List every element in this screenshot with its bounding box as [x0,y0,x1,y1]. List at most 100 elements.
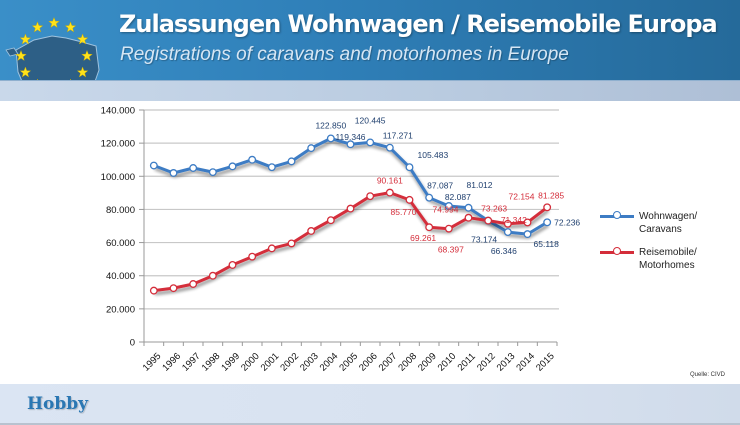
legend-label-caravans-1: Wohnwagen/ [639,211,698,222]
data-point-motorhomes [208,271,217,280]
x-tick-label: 2008 [396,351,419,374]
brand-logo: Hobby [27,394,89,414]
data-point-caravans [385,143,394,152]
legend-item-motorhomes: Reisemobile/ Motorhomes [600,246,697,272]
data-point-motorhomes [366,192,375,201]
x-tick-label: 1995 [141,351,164,374]
data-label-caravans: 120.445 [355,115,386,125]
data-point-motorhomes [405,195,414,204]
data-label-motorhomes: 69.261 [410,233,436,243]
data-point-caravans [444,202,453,210]
y-tick-label: 60.000 [106,238,135,249]
y-tick-label: 20.000 [106,304,135,315]
data-label-caravans: 87.087 [427,181,453,191]
x-tick-label: 1998 [200,351,223,374]
data-point-caravans [464,203,473,212]
page-subtitle: Registrations of caravans and motorhomes… [120,44,569,65]
header-band [0,80,740,101]
legend-item-caravans: Wohnwagen/ Caravans [600,210,697,236]
star-icon [76,66,89,78]
footer-bar: Hobby [0,384,740,425]
data-point-motorhomes [307,227,316,235]
data-point-caravans [366,138,375,147]
data-point-motorhomes [189,280,198,288]
data-label-caravans: 66.346 [491,246,517,256]
y-tick-label: 120.000 [101,139,135,150]
data-point-caravans [405,163,414,172]
data-point-caravans [189,164,198,172]
line-chart: 0 20.000 40.000 60.000 80.000 100.000 120.000 1… [101,106,581,374]
x-tick-label: 2014 [514,351,537,374]
star-icon [64,21,77,33]
star-icon [81,49,93,61]
data-label-caravans: 82.087 [445,192,471,202]
star-icon [19,66,32,78]
data-point-caravans [228,162,237,171]
data-point-caravans [149,161,158,170]
x-tick-label: 2005 [337,351,360,374]
y-tick-label: 80.000 [106,205,135,216]
data-point-motorhomes [425,223,434,232]
x-tick-label: 1996 [160,351,183,374]
data-point-caravans [248,155,257,164]
x-tick-label: 2013 [495,351,518,374]
data-point-caravans [346,140,355,149]
data-label-motorhomes: 73.263 [481,204,507,214]
page-title: Zulassungen Wohnwagen / Reisemobile Euro… [119,10,718,38]
data-label-caravans: 105.483 [418,150,449,160]
x-tick-label: 2010 [436,351,459,374]
y-tick-label: 140.000 [101,106,135,117]
data-label-motorhomes: 71.342 [501,215,527,225]
data-point-motorhomes [523,218,532,227]
star-icon [19,33,32,45]
data-label-caravans: 72.236 [554,217,580,227]
data-point-caravans [543,218,552,227]
x-tick-label: 1997 [180,351,203,374]
data-point-motorhomes [228,260,237,269]
legend-label-caravans-2: Caravans [639,224,682,235]
legend-label-motorhomes-1: Reisemobile/ [639,247,697,258]
x-tick-label: 2000 [239,351,262,374]
data-point-motorhomes [248,252,257,261]
data-label-motorhomes: 85.770 [391,207,417,217]
source-note: Quelle: CIVD [689,372,725,378]
data-point-motorhomes [169,284,178,293]
data-point-caravans [267,163,276,172]
header-banner: Zulassungen Wohnwagen / Reisemobile Euro… [0,0,740,95]
star-icon [15,49,27,61]
data-label-motorhomes: 90.161 [377,176,403,186]
data-point-motorhomes [346,204,355,213]
data-point-motorhomes [326,216,335,225]
data-label-motorhomes: 74.994 [433,205,459,215]
data-label-caravans: 122.850 [315,120,346,130]
data-point-caravans [326,134,335,143]
star-icon [31,21,44,33]
data-point-caravans [287,157,296,166]
data-point-motorhomes [543,203,552,212]
data-label-caravans: 81.012 [467,180,493,190]
data-label-motorhomes: 72.154 [509,191,535,201]
x-tick-label: 2006 [357,351,380,374]
x-tick-label: 2003 [298,351,321,374]
x-tick-label: 2011 [456,351,478,373]
x-tick-label: 2004 [318,351,341,374]
data-label-caravans: 65.118 [534,239,560,249]
data-label-caravans: 117.271 [383,131,413,141]
data-label-motorhomes: 81.285 [538,190,564,200]
legend-marker-motorhomes [613,247,621,255]
x-tick-label: 2012 [475,351,498,374]
data-point-caravans [523,230,532,239]
x-tick-label: 2001 [259,351,282,374]
x-tick-label: 2009 [416,351,439,374]
data-point-caravans [307,144,316,153]
x-tick-label: 2007 [377,351,400,374]
data-label-caravans: 119.346 [335,132,365,142]
chart-legend: Wohnwagen/ Caravans Reisemobile/ Motorho… [600,210,697,282]
y-tick-label: 0 [130,338,135,349]
x-tick-label: 1999 [219,351,242,374]
data-point-caravans [425,193,434,202]
data-point-motorhomes [149,286,158,295]
data-point-motorhomes [287,239,296,248]
x-tick-label: 2002 [278,351,301,374]
y-tick-label: 100.000 [101,172,135,183]
